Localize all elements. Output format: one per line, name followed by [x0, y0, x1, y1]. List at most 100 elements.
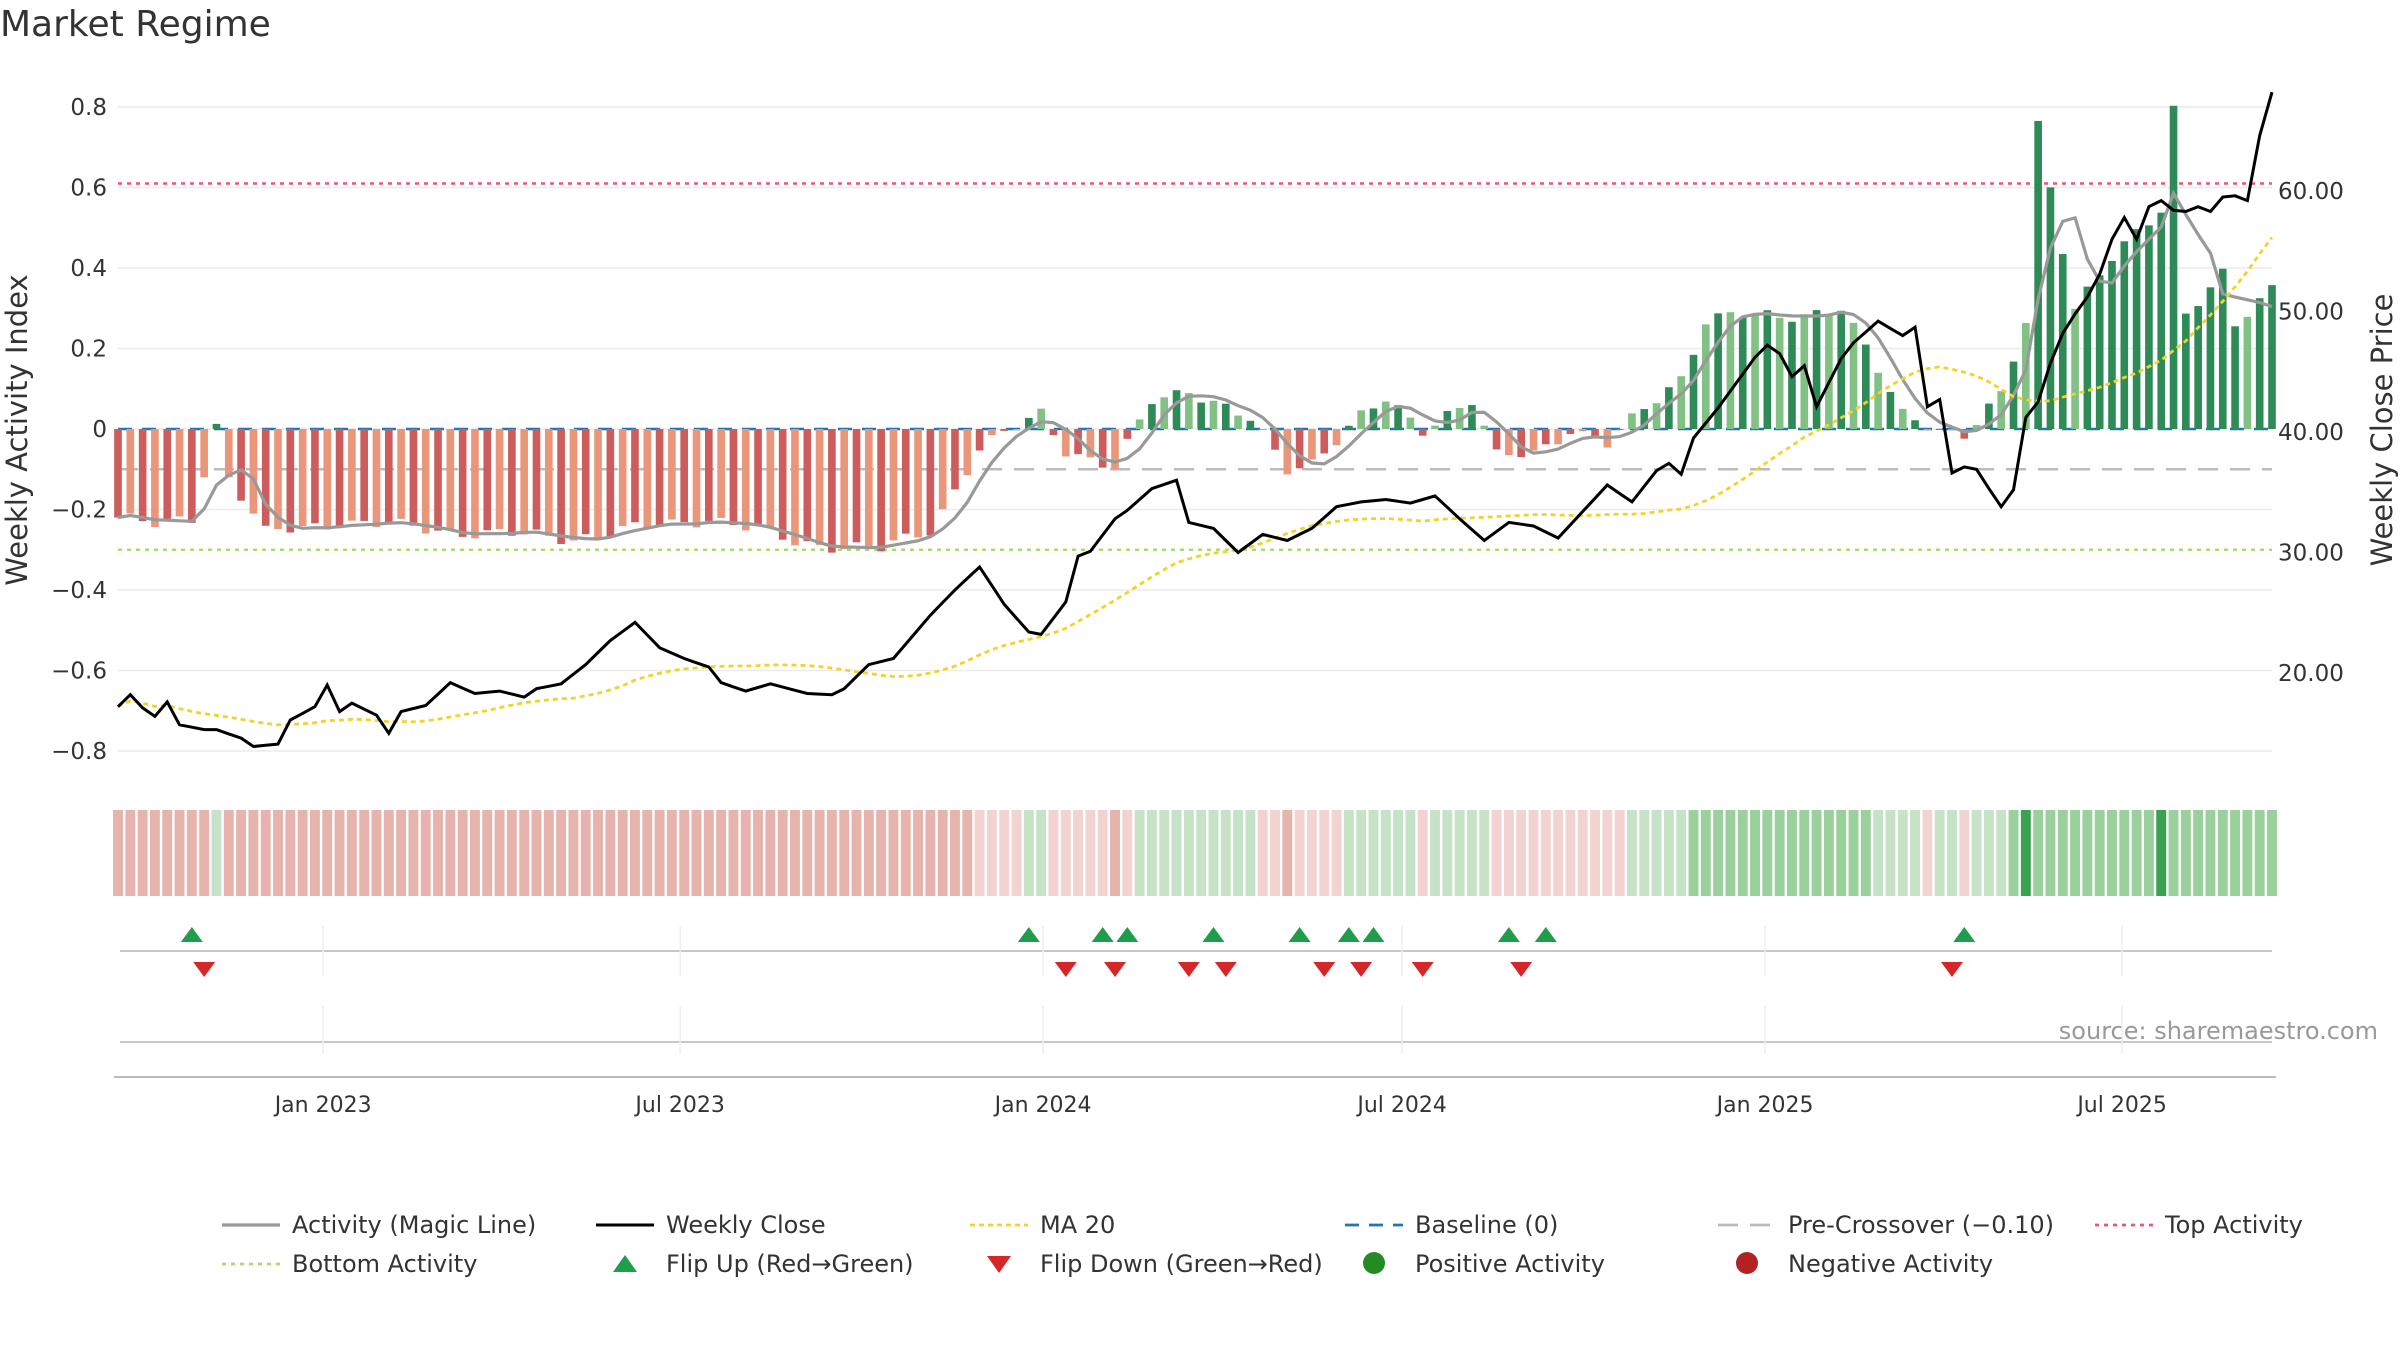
activity-bar: [2034, 120, 2042, 429]
activity-bar: [1505, 429, 1513, 456]
activity-bar: [926, 429, 935, 536]
activity-bar: [520, 429, 528, 535]
heat-cell: [999, 810, 1010, 896]
legend-item: Positive Activity: [1363, 1250, 1605, 1278]
activity-bar: [1628, 413, 1636, 429]
activity-bar: [237, 429, 245, 501]
activity-bar: [692, 429, 701, 528]
legend-label: Weekly Close: [666, 1211, 826, 1239]
flip-down-marker: [1411, 962, 1434, 977]
heat-cell: [1356, 810, 1367, 896]
heat-cell: [2082, 810, 2093, 896]
activity-bar: [1308, 429, 1316, 460]
activity-bar: [1357, 410, 1365, 429]
heat-cell: [334, 810, 345, 896]
heat-cell: [309, 810, 320, 896]
gridlines: [118, 106, 2272, 752]
activity-bar: [741, 429, 750, 531]
flip-down-marker: [1350, 962, 1373, 977]
heat-cell: [1233, 810, 1244, 896]
activity-bar: [471, 429, 479, 539]
heat-cell: [1146, 810, 1157, 896]
activity-bar: [1172, 390, 1181, 429]
heat-cell: [199, 810, 210, 896]
legend-item: Flip Down (Green→Red): [987, 1250, 1323, 1278]
activity-bar: [2194, 306, 2202, 429]
activity-bar: [1615, 429, 1624, 430]
right-tick-label: 60.00: [2278, 179, 2344, 205]
activity-bar: [680, 429, 689, 523]
activity-bar: [778, 429, 787, 540]
legend-label: Negative Activity: [1788, 1250, 1993, 1278]
heat-cell: [1996, 810, 2007, 896]
activity-bar: [594, 429, 602, 538]
flip-panel: [120, 927, 2272, 977]
activity-bar: [1431, 425, 1439, 429]
negative-dot-icon: [1736, 1252, 1758, 1274]
heat-cell: [1516, 810, 1527, 896]
activity-bar: [372, 429, 381, 528]
heat-cell: [1097, 810, 1108, 896]
left-tick-label: 0.8: [70, 95, 107, 121]
activity-bar: [1837, 310, 1846, 429]
activity-bar: [1049, 429, 1058, 436]
activity-bar: [2132, 229, 2141, 429]
activity-bar: [1517, 429, 1525, 458]
activity-bar: [1948, 428, 1956, 430]
activity-bar: [2231, 326, 2239, 429]
heat-cell: [728, 810, 739, 896]
activity-bar: [1185, 393, 1193, 429]
legend-item: Top Activity: [2095, 1211, 2303, 1239]
heat-cell: [519, 810, 530, 896]
heat-cell: [1700, 810, 1711, 896]
left-tick-label: −0.6: [51, 659, 107, 685]
legend-label: MA 20: [1040, 1211, 1115, 1239]
heat-cell: [211, 810, 222, 896]
left-tick-label: −0.8: [51, 739, 107, 765]
activity-bar: [1677, 376, 1686, 429]
activity-bar: [1763, 310, 1772, 429]
activity-bar: [1000, 429, 1009, 431]
heat-cell: [1159, 810, 1170, 896]
heat-cell: [396, 810, 407, 896]
heat-cell: [1393, 810, 1404, 896]
heat-cell: [1787, 810, 1797, 896]
activity-bar: [1701, 324, 1710, 429]
legend-item: Baseline (0): [1345, 1211, 1558, 1239]
heat-cell: [2070, 810, 2081, 896]
heat-cell: [851, 810, 862, 896]
heat-cell: [1122, 810, 1133, 896]
heat-cell: [457, 810, 468, 896]
heat-cell: [654, 810, 665, 896]
legend-item: MA 20: [970, 1211, 1115, 1239]
heat-cell: [2045, 810, 2056, 896]
activity-bar: [2095, 275, 2104, 429]
heat-cell: [113, 810, 123, 896]
flip-up-marker: [1017, 927, 1040, 942]
activity-bar: [175, 429, 184, 517]
heat-cell: [1885, 810, 1896, 896]
activity-bar: [384, 429, 393, 524]
heat-cell: [703, 810, 714, 896]
heat-cell: [1762, 810, 1773, 896]
heat-cell: [285, 810, 296, 896]
activity-bar: [988, 429, 996, 436]
activity-bar: [1923, 429, 1932, 431]
heat-cell: [913, 810, 924, 896]
left-tick-label: −0.4: [51, 578, 107, 604]
heat-cell: [1651, 810, 1662, 896]
heat-cell: [691, 810, 702, 896]
activity-bar: [434, 429, 442, 531]
activity-bar: [1418, 429, 1427, 436]
activity-bar: [938, 429, 947, 510]
heat-cell: [383, 810, 394, 896]
heat-cell: [1540, 810, 1551, 896]
activity-bar: [803, 429, 812, 542]
activity-bar: [1751, 313, 1759, 429]
activity-bar: [1098, 429, 1107, 468]
left-tick-label: 0: [92, 417, 107, 443]
activity-bar: [1345, 425, 1353, 429]
heat-cell: [2168, 810, 2179, 896]
activity-bar: [1271, 429, 1279, 450]
